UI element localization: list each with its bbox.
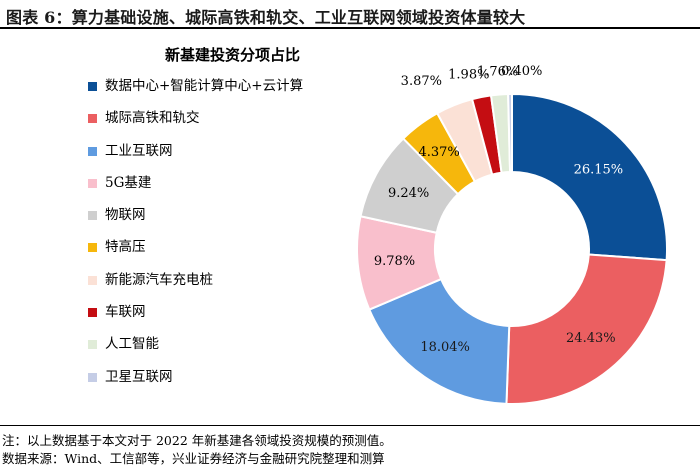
legend-swatch xyxy=(88,211,97,221)
header-divider xyxy=(0,27,700,29)
legend-label: 物联网 xyxy=(105,207,146,224)
footer-divider xyxy=(0,425,700,426)
legend-item: 车联网 xyxy=(88,303,303,335)
legend-item: 城际高铁和轨交 xyxy=(88,109,303,141)
legend-item: 数据中心+智能计算中心+云计算 xyxy=(88,77,303,109)
legend-swatch xyxy=(88,308,97,318)
slice-value-label: 18.04% xyxy=(420,340,470,355)
legend-swatch xyxy=(88,114,97,124)
footnote: 注：以上数据基于本文对于 2022 年新基建各领域投资规模的预测值。 xyxy=(2,433,392,448)
legend-swatch xyxy=(88,82,97,91)
donut-slice xyxy=(511,92,668,262)
legend-swatch xyxy=(88,275,97,285)
donut-slice xyxy=(505,253,668,405)
legend-label: 人工智能 xyxy=(105,336,159,353)
donut-slice xyxy=(368,277,511,405)
legend-item: 5G基建 xyxy=(88,174,303,206)
legend-item: 工业互联网 xyxy=(88,142,303,174)
chart-legend: 数据中心+智能计算中心+云计算 城际高铁和轨交 工业互联网 5G基建物联网特高压新能源… xyxy=(88,77,303,400)
slice-value-label: 1.98% xyxy=(448,67,489,82)
chart-title: 新基建投资分项占比 xyxy=(165,46,301,64)
legend-item: 卫星互联网 xyxy=(88,368,303,400)
slice-value-label: 4.37% xyxy=(418,145,459,160)
slice-value-label: 26.15% xyxy=(574,163,624,178)
donut-slice xyxy=(507,92,513,174)
legend-label: 车联网 xyxy=(105,304,146,321)
legend-item: 人工智能 xyxy=(88,335,303,367)
figure-title: 图表 6：算力基础设施、城际高铁和轨交、工业互联网领域投资体量较大 xyxy=(6,8,526,27)
slice-value-label: 1.76% xyxy=(477,65,518,80)
legend-label: 5G基建 xyxy=(105,174,152,191)
legend-label: 卫星互联网 xyxy=(105,368,173,385)
slice-value-label: 3.87% xyxy=(401,74,442,89)
slice-value-label: 24.43% xyxy=(566,331,616,346)
legend-item: 新能源汽车充电桩 xyxy=(88,271,303,303)
slice-value-label: 0.40% xyxy=(501,64,542,79)
legend-swatch xyxy=(88,340,97,350)
legend-item: 特高压 xyxy=(88,238,303,270)
legend-label: 城际高铁和轨交 xyxy=(105,110,200,127)
legend-item: 物联网 xyxy=(88,206,303,238)
legend-swatch xyxy=(88,146,97,156)
data-source: 数据来源：Wind、工信部等，兴业证券经济与金融研究院整理和测算 xyxy=(2,451,385,466)
legend-swatch xyxy=(88,372,97,382)
slice-value-label: 9.78% xyxy=(374,254,415,269)
legend-label: 工业互联网 xyxy=(105,142,173,159)
legend-swatch xyxy=(88,178,97,188)
legend-label: 新能源汽车充电桩 xyxy=(105,271,213,288)
slice-value-label: 9.24% xyxy=(388,186,429,201)
legend-label: 特高压 xyxy=(105,239,146,256)
legend-label: 数据中心+智能计算中心+云计算 xyxy=(105,78,304,94)
legend-swatch xyxy=(88,243,97,253)
